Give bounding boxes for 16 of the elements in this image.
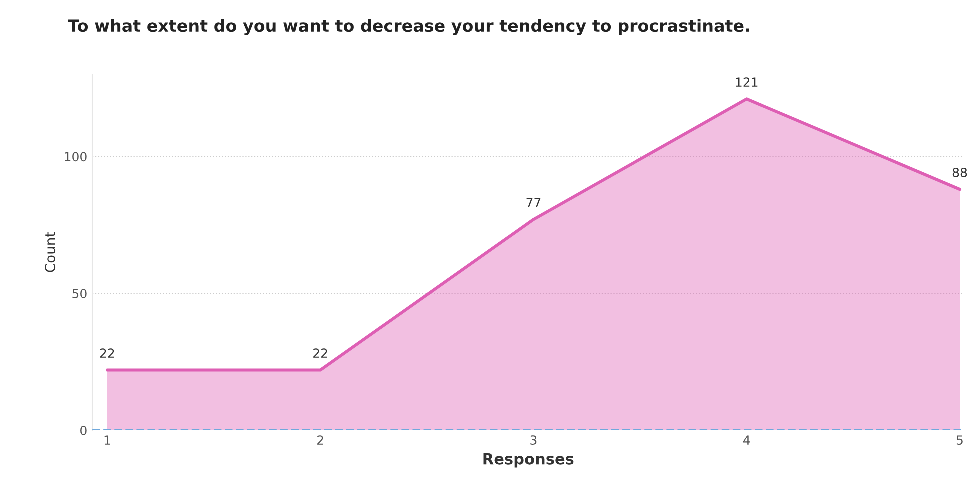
data-label: 22 <box>100 348 114 358</box>
data-label: 121 <box>736 78 758 87</box>
x-axis-title: Responses <box>484 453 574 468</box>
x-tick-label: 2 <box>318 436 324 445</box>
y-tick-label: 50 <box>72 289 87 299</box>
chart-title: To what extent do you want to decrease your tendency to procrastinate. <box>68 19 750 36</box>
x-tick-label: 1 <box>104 436 110 445</box>
y-tick-label: 0 <box>80 426 87 436</box>
x-tick-label: 4 <box>743 436 750 445</box>
y-axis-title: Count <box>45 232 56 272</box>
x-tick-label: 3 <box>530 436 537 446</box>
x-tick-label: 5 <box>956 436 963 446</box>
data-label: 77 <box>526 198 541 208</box>
y-tick-label: 100 <box>65 152 87 162</box>
data-label: 22 <box>314 348 328 358</box>
data-label: 88 <box>952 168 968 178</box>
